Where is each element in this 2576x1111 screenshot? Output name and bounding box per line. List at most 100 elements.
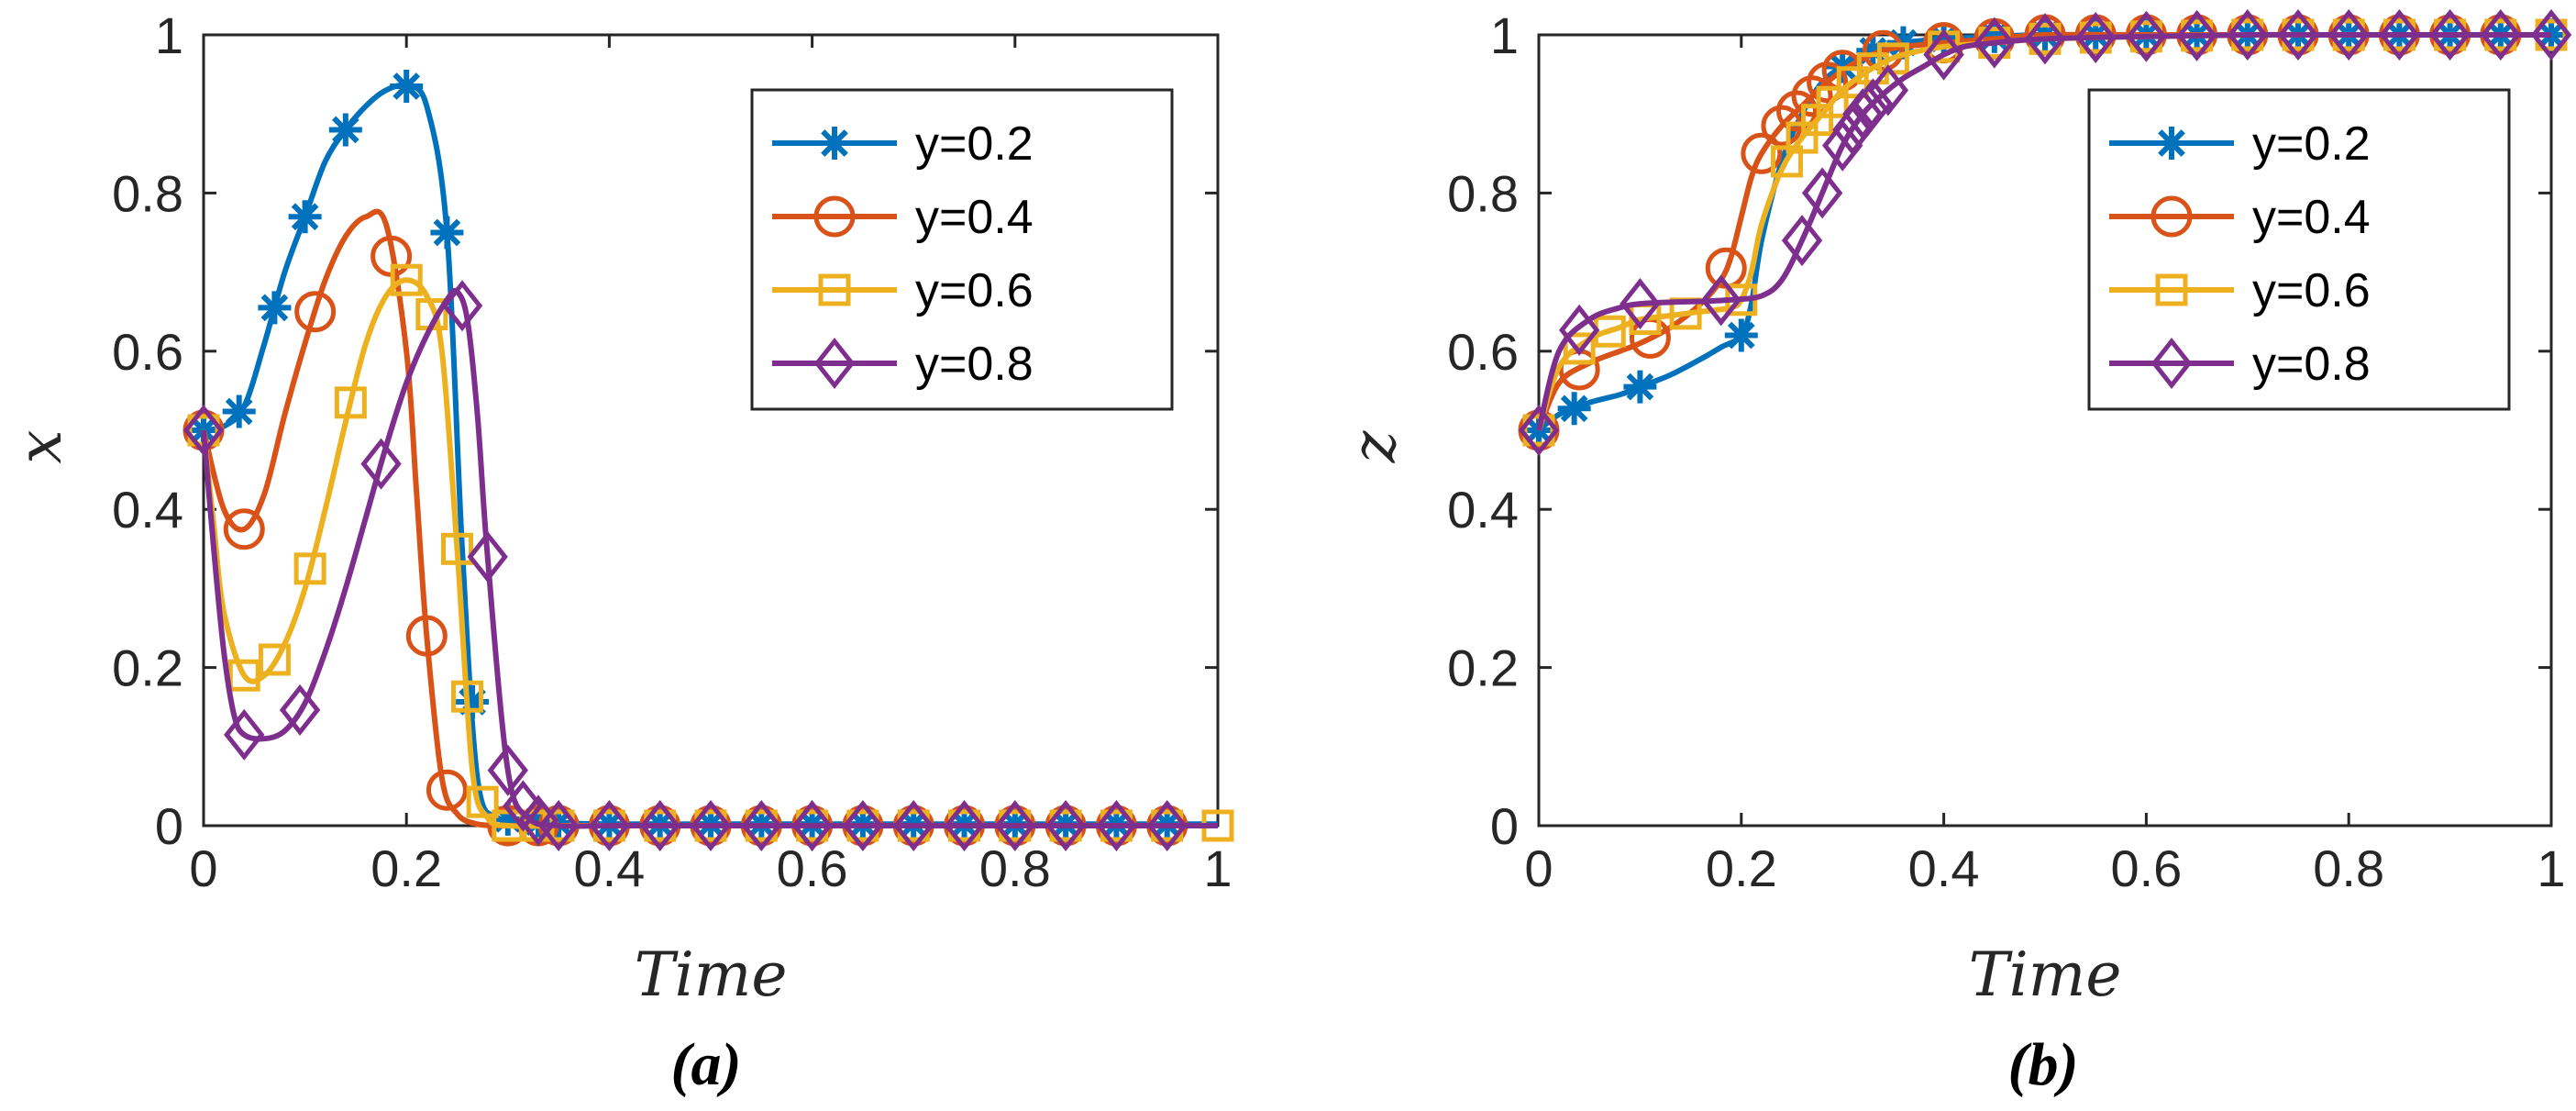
panel-a: 0 0.2 0.4 0.6 0.8 100.20.40.60.81Timex(a)y=0.…	[5, 6, 1234, 1098]
legend: y=0.2 y=0.4 y=0.6 y=0.8	[2087, 88, 2511, 411]
data-point	[328, 113, 362, 147]
data-point	[893, 799, 934, 852]
data-point	[1522, 414, 1555, 447]
y-tick-label: 0.6	[1447, 323, 1519, 381]
data-point	[223, 508, 265, 550]
legend-label: y=0.8	[2252, 338, 2371, 391]
legend-label: y=0.6	[915, 264, 1034, 317]
legend-marker	[813, 195, 856, 238]
data-point	[1973, 17, 2015, 69]
y-tick-label: 0	[1490, 797, 1519, 855]
y-axis-label: z	[1339, 429, 1410, 463]
data-point	[690, 799, 732, 852]
data-point	[2176, 9, 2217, 61]
x-tick-label: 0.4	[1908, 839, 1980, 897]
data-point	[182, 404, 225, 457]
data-point	[258, 643, 291, 676]
data-point	[1822, 119, 1863, 172]
data-point	[441, 280, 483, 332]
x-tick-label: 0.6	[2110, 839, 2182, 897]
y-tick-label: 0.4	[1447, 481, 1519, 539]
panel-caption: (a)	[671, 1031, 742, 1098]
data-point	[1852, 78, 1894, 130]
legend-label: y=0.2	[2252, 117, 2371, 171]
data-point	[537, 799, 580, 852]
data-point	[451, 680, 484, 713]
data-point	[1045, 799, 1087, 852]
data-point	[293, 552, 326, 585]
x-tick-label: 0.2	[370, 839, 442, 897]
data-point	[1518, 404, 1560, 457]
legend-marker	[2155, 273, 2188, 306]
y-tick-label: 0.2	[112, 639, 183, 697]
data-point	[360, 438, 402, 490]
legend-marker	[818, 273, 851, 306]
y-tick-label: 0.2	[1447, 639, 1519, 697]
x-tick-label: 1	[2537, 839, 2565, 897]
data-point	[1146, 799, 1188, 852]
data-point	[741, 799, 782, 852]
data-point	[405, 615, 448, 657]
panel-b: 0 0.2 0.4 0.6 0.8 1 0 0.2 0.4 0.6 0.8 1 Time z (b) y=0.…	[1339, 6, 2572, 1098]
data-point	[2379, 8, 2420, 61]
data-point	[2227, 8, 2268, 61]
y-tick-label: 1	[155, 6, 183, 64]
data-point	[1623, 370, 1657, 404]
legend-marker	[818, 127, 851, 160]
data-point	[426, 769, 468, 811]
data-point	[456, 684, 490, 718]
data-point	[430, 216, 464, 250]
legend-label: y=0.8	[915, 338, 1034, 391]
data-point	[1801, 167, 1843, 219]
data-point	[791, 799, 833, 852]
legend-label: y=0.4	[915, 191, 1034, 244]
data-point	[390, 263, 423, 296]
data-point	[1620, 278, 1661, 330]
data-point	[842, 799, 884, 852]
data-point	[2429, 8, 2471, 61]
data-point	[279, 683, 321, 736]
data-point	[1867, 64, 1909, 117]
data-point	[227, 659, 260, 692]
data-point	[994, 799, 1035, 852]
data-point	[1923, 28, 1964, 81]
data-point	[222, 394, 256, 428]
legend-label: y=0.4	[2252, 191, 2371, 244]
data-point	[589, 799, 630, 852]
panel-caption: (b)	[2008, 1031, 2079, 1098]
x-axis-label: Time	[635, 939, 788, 1010]
data-point	[1558, 304, 1600, 356]
data-point	[224, 708, 265, 761]
data-point	[390, 70, 424, 104]
x-tick-label: 0.2	[1706, 839, 1777, 897]
data-point	[1842, 88, 1884, 140]
data-point	[1563, 332, 1596, 365]
data-point	[1816, 85, 1849, 118]
data-point	[334, 386, 367, 419]
x-tick-label: 1	[1203, 839, 1232, 897]
data-point	[1724, 318, 1758, 352]
data-point	[466, 785, 499, 818]
y-axis-label: x	[5, 429, 75, 463]
x-tick-label: 0.8	[2313, 839, 2384, 897]
data-point	[1781, 215, 1823, 267]
data-point	[1700, 274, 1741, 327]
data-point	[294, 291, 337, 333]
data-point	[503, 780, 544, 832]
legend-marker	[2155, 127, 2188, 160]
data-point	[944, 799, 985, 852]
legend-marker	[2150, 195, 2193, 238]
data-point	[639, 799, 680, 852]
data-point	[467, 530, 508, 583]
data-point	[1096, 799, 1137, 852]
y-tick-label: 0.8	[112, 164, 183, 222]
data-point	[1862, 29, 1904, 72]
data-point	[2328, 8, 2370, 61]
data-point	[1557, 392, 1591, 426]
x-axis-label: Time	[1969, 939, 2122, 1010]
data-point	[1832, 104, 1874, 156]
y-tick-label: 0.4	[112, 481, 183, 539]
legend-label: y=0.6	[2252, 264, 2371, 317]
x-tick-label: 0	[1524, 839, 1553, 897]
data-point	[288, 200, 322, 234]
